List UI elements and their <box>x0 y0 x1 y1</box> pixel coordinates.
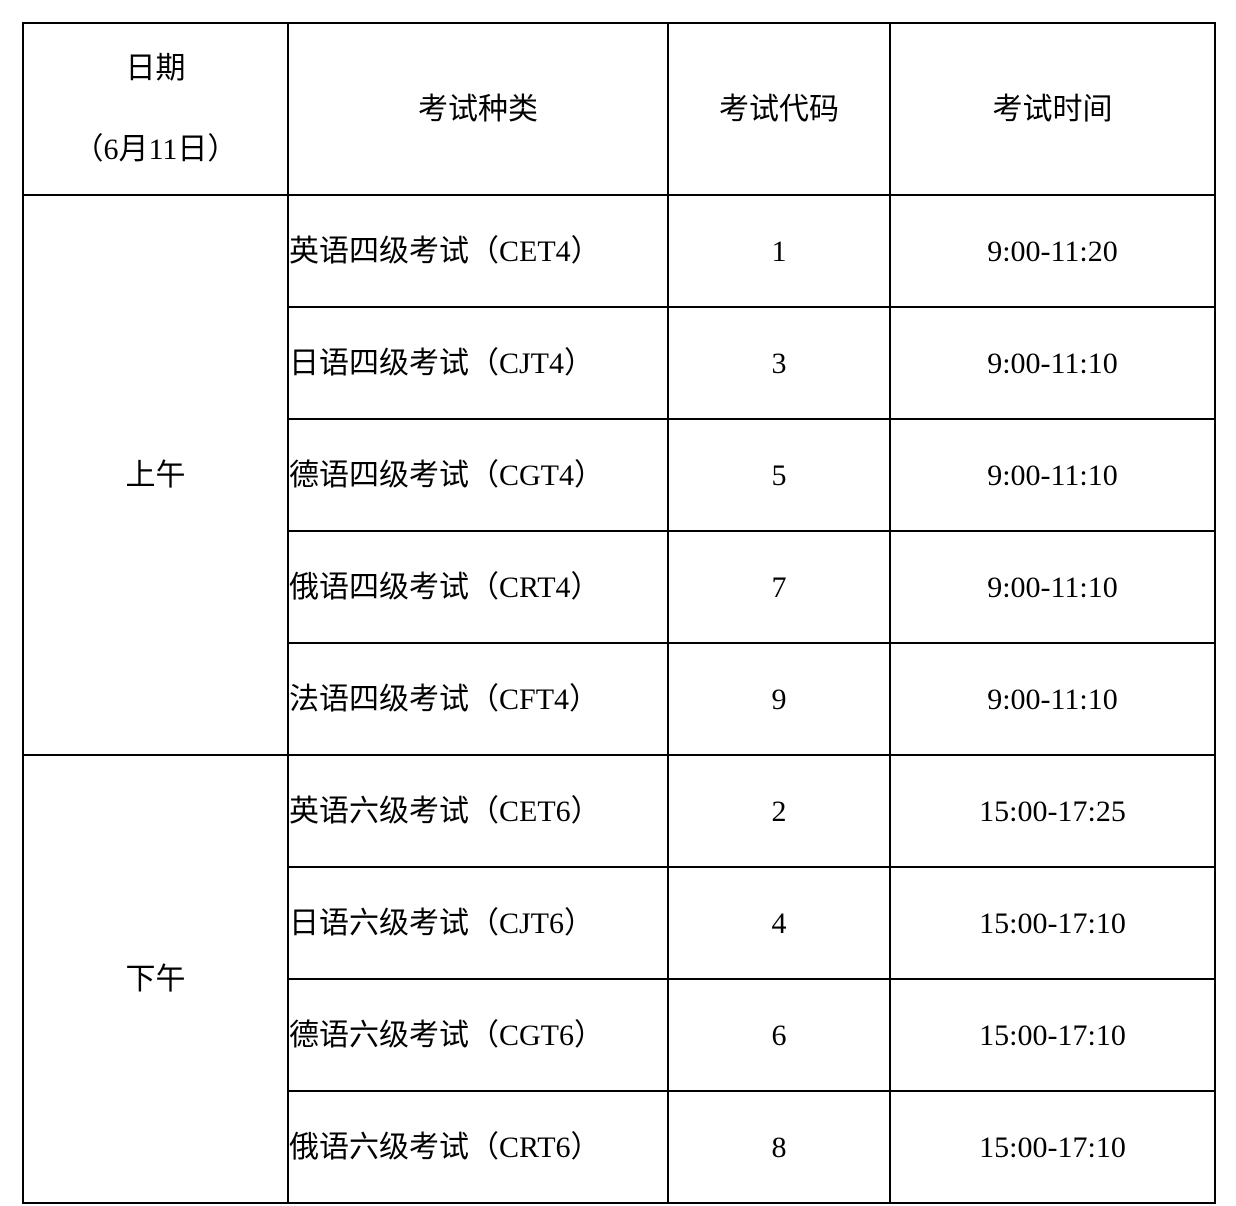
header-date-cell: 日期 （6月11日） <box>23 23 288 195</box>
session-label-morning: 上午 <box>23 195 288 755</box>
cell-exam-type: 日语四级考试（CJT4） <box>288 307 668 419</box>
cell-exam-time: 15:00-17:25 <box>890 755 1215 867</box>
cell-exam-time: 9:00-11:10 <box>890 307 1215 419</box>
header-date-line2: （6月11日） <box>74 127 238 172</box>
cell-exam-time: 15:00-17:10 <box>890 867 1215 979</box>
cell-exam-code: 3 <box>668 307 890 419</box>
cell-exam-code: 1 <box>668 195 890 307</box>
cell-exam-code: 6 <box>668 979 890 1091</box>
cell-exam-time: 9:00-11:10 <box>890 419 1215 531</box>
header-date-line1: 日期 <box>126 46 186 91</box>
cell-exam-time: 9:00-11:20 <box>890 195 1215 307</box>
cell-exam-type: 英语四级考试（CET4） <box>288 195 668 307</box>
table-header-row: 日期 （6月11日） 考试种类 考试代码 考试时间 <box>23 23 1215 195</box>
header-exam-time: 考试时间 <box>890 23 1215 195</box>
exam-schedule-page: 日期 （6月11日） 考试种类 考试代码 考试时间 上午 英语四级考试（CET4… <box>0 0 1236 1206</box>
cell-exam-type: 俄语四级考试（CRT4） <box>288 531 668 643</box>
cell-exam-time: 15:00-17:10 <box>890 979 1215 1091</box>
cell-exam-type: 俄语六级考试（CRT6） <box>288 1091 668 1203</box>
exam-schedule-table: 日期 （6月11日） 考试种类 考试代码 考试时间 上午 英语四级考试（CET4… <box>22 22 1216 1204</box>
cell-exam-code: 9 <box>668 643 890 755</box>
cell-exam-code: 2 <box>668 755 890 867</box>
cell-exam-type: 日语六级考试（CJT6） <box>288 867 668 979</box>
cell-exam-type: 德语四级考试（CGT4） <box>288 419 668 531</box>
header-exam-code: 考试代码 <box>668 23 890 195</box>
cell-exam-time: 9:00-11:10 <box>890 531 1215 643</box>
cell-exam-code: 5 <box>668 419 890 531</box>
cell-exam-time: 15:00-17:10 <box>890 1091 1215 1203</box>
cell-exam-type: 法语四级考试（CFT4） <box>288 643 668 755</box>
cell-exam-time: 9:00-11:10 <box>890 643 1215 755</box>
header-exam-type: 考试种类 <box>288 23 668 195</box>
cell-exam-code: 7 <box>668 531 890 643</box>
cell-exam-code: 4 <box>668 867 890 979</box>
cell-exam-type: 英语六级考试（CET6） <box>288 755 668 867</box>
table-row: 上午 英语四级考试（CET4） 1 9:00-11:20 <box>23 195 1215 307</box>
header-date-stack: 日期 （6月11日） <box>24 24 287 194</box>
cell-exam-type: 德语六级考试（CGT6） <box>288 979 668 1091</box>
table-row: 下午 英语六级考试（CET6） 2 15:00-17:25 <box>23 755 1215 867</box>
cell-exam-code: 8 <box>668 1091 890 1203</box>
session-label-afternoon: 下午 <box>23 755 288 1203</box>
